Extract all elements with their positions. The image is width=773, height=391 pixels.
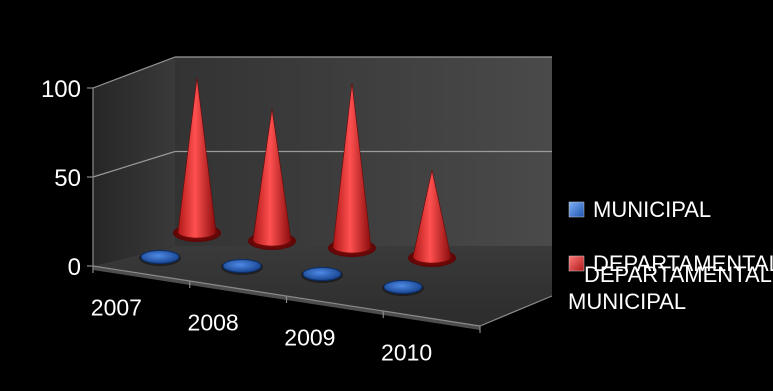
departamental-cone bbox=[252, 108, 292, 247]
departamental-cone bbox=[332, 83, 372, 254]
municipal-disc bbox=[383, 280, 423, 294]
departamental-series bbox=[173, 77, 456, 267]
departamental-cone bbox=[412, 170, 452, 264]
y-tick-labels: 0 50 100 bbox=[41, 76, 93, 281]
x-tick-label: 2010 bbox=[381, 340, 432, 366]
depth-axis-line bbox=[479, 295, 553, 327]
chart-walls bbox=[93, 57, 552, 330]
gridline bbox=[92, 150, 176, 178]
municipal-disc bbox=[140, 250, 180, 264]
x-tick-labels: 2007 2008 2009 2010 bbox=[91, 266, 481, 366]
municipal-series bbox=[139, 250, 424, 296]
departamental-cone bbox=[177, 77, 217, 239]
depth-axis-label: DEPARTAMENTAL bbox=[584, 262, 772, 287]
x-tick-label: 2009 bbox=[284, 325, 335, 351]
legend-swatch bbox=[568, 201, 585, 218]
gridline bbox=[92, 56, 176, 89]
y-tick-label: 100 bbox=[41, 76, 81, 103]
x-tick-label: 2008 bbox=[188, 310, 239, 336]
y-tick-label: 0 bbox=[68, 254, 81, 281]
legend-label: MUNICIPAL bbox=[593, 197, 711, 222]
legend: MUNICIPAL DEPARTAMENTAL bbox=[568, 197, 773, 276]
municipal-disc bbox=[302, 267, 342, 281]
legend-swatch bbox=[568, 255, 585, 272]
x-tick-label: 2007 bbox=[91, 295, 142, 321]
depth-axis-label: MUNICIPAL bbox=[568, 289, 686, 314]
side-wall bbox=[93, 57, 175, 266]
y-tick-label: 50 bbox=[54, 165, 81, 192]
municipal-disc bbox=[222, 259, 262, 273]
legend-label: DEPARTAMENTAL bbox=[593, 251, 773, 276]
gridlines bbox=[92, 56, 552, 178]
